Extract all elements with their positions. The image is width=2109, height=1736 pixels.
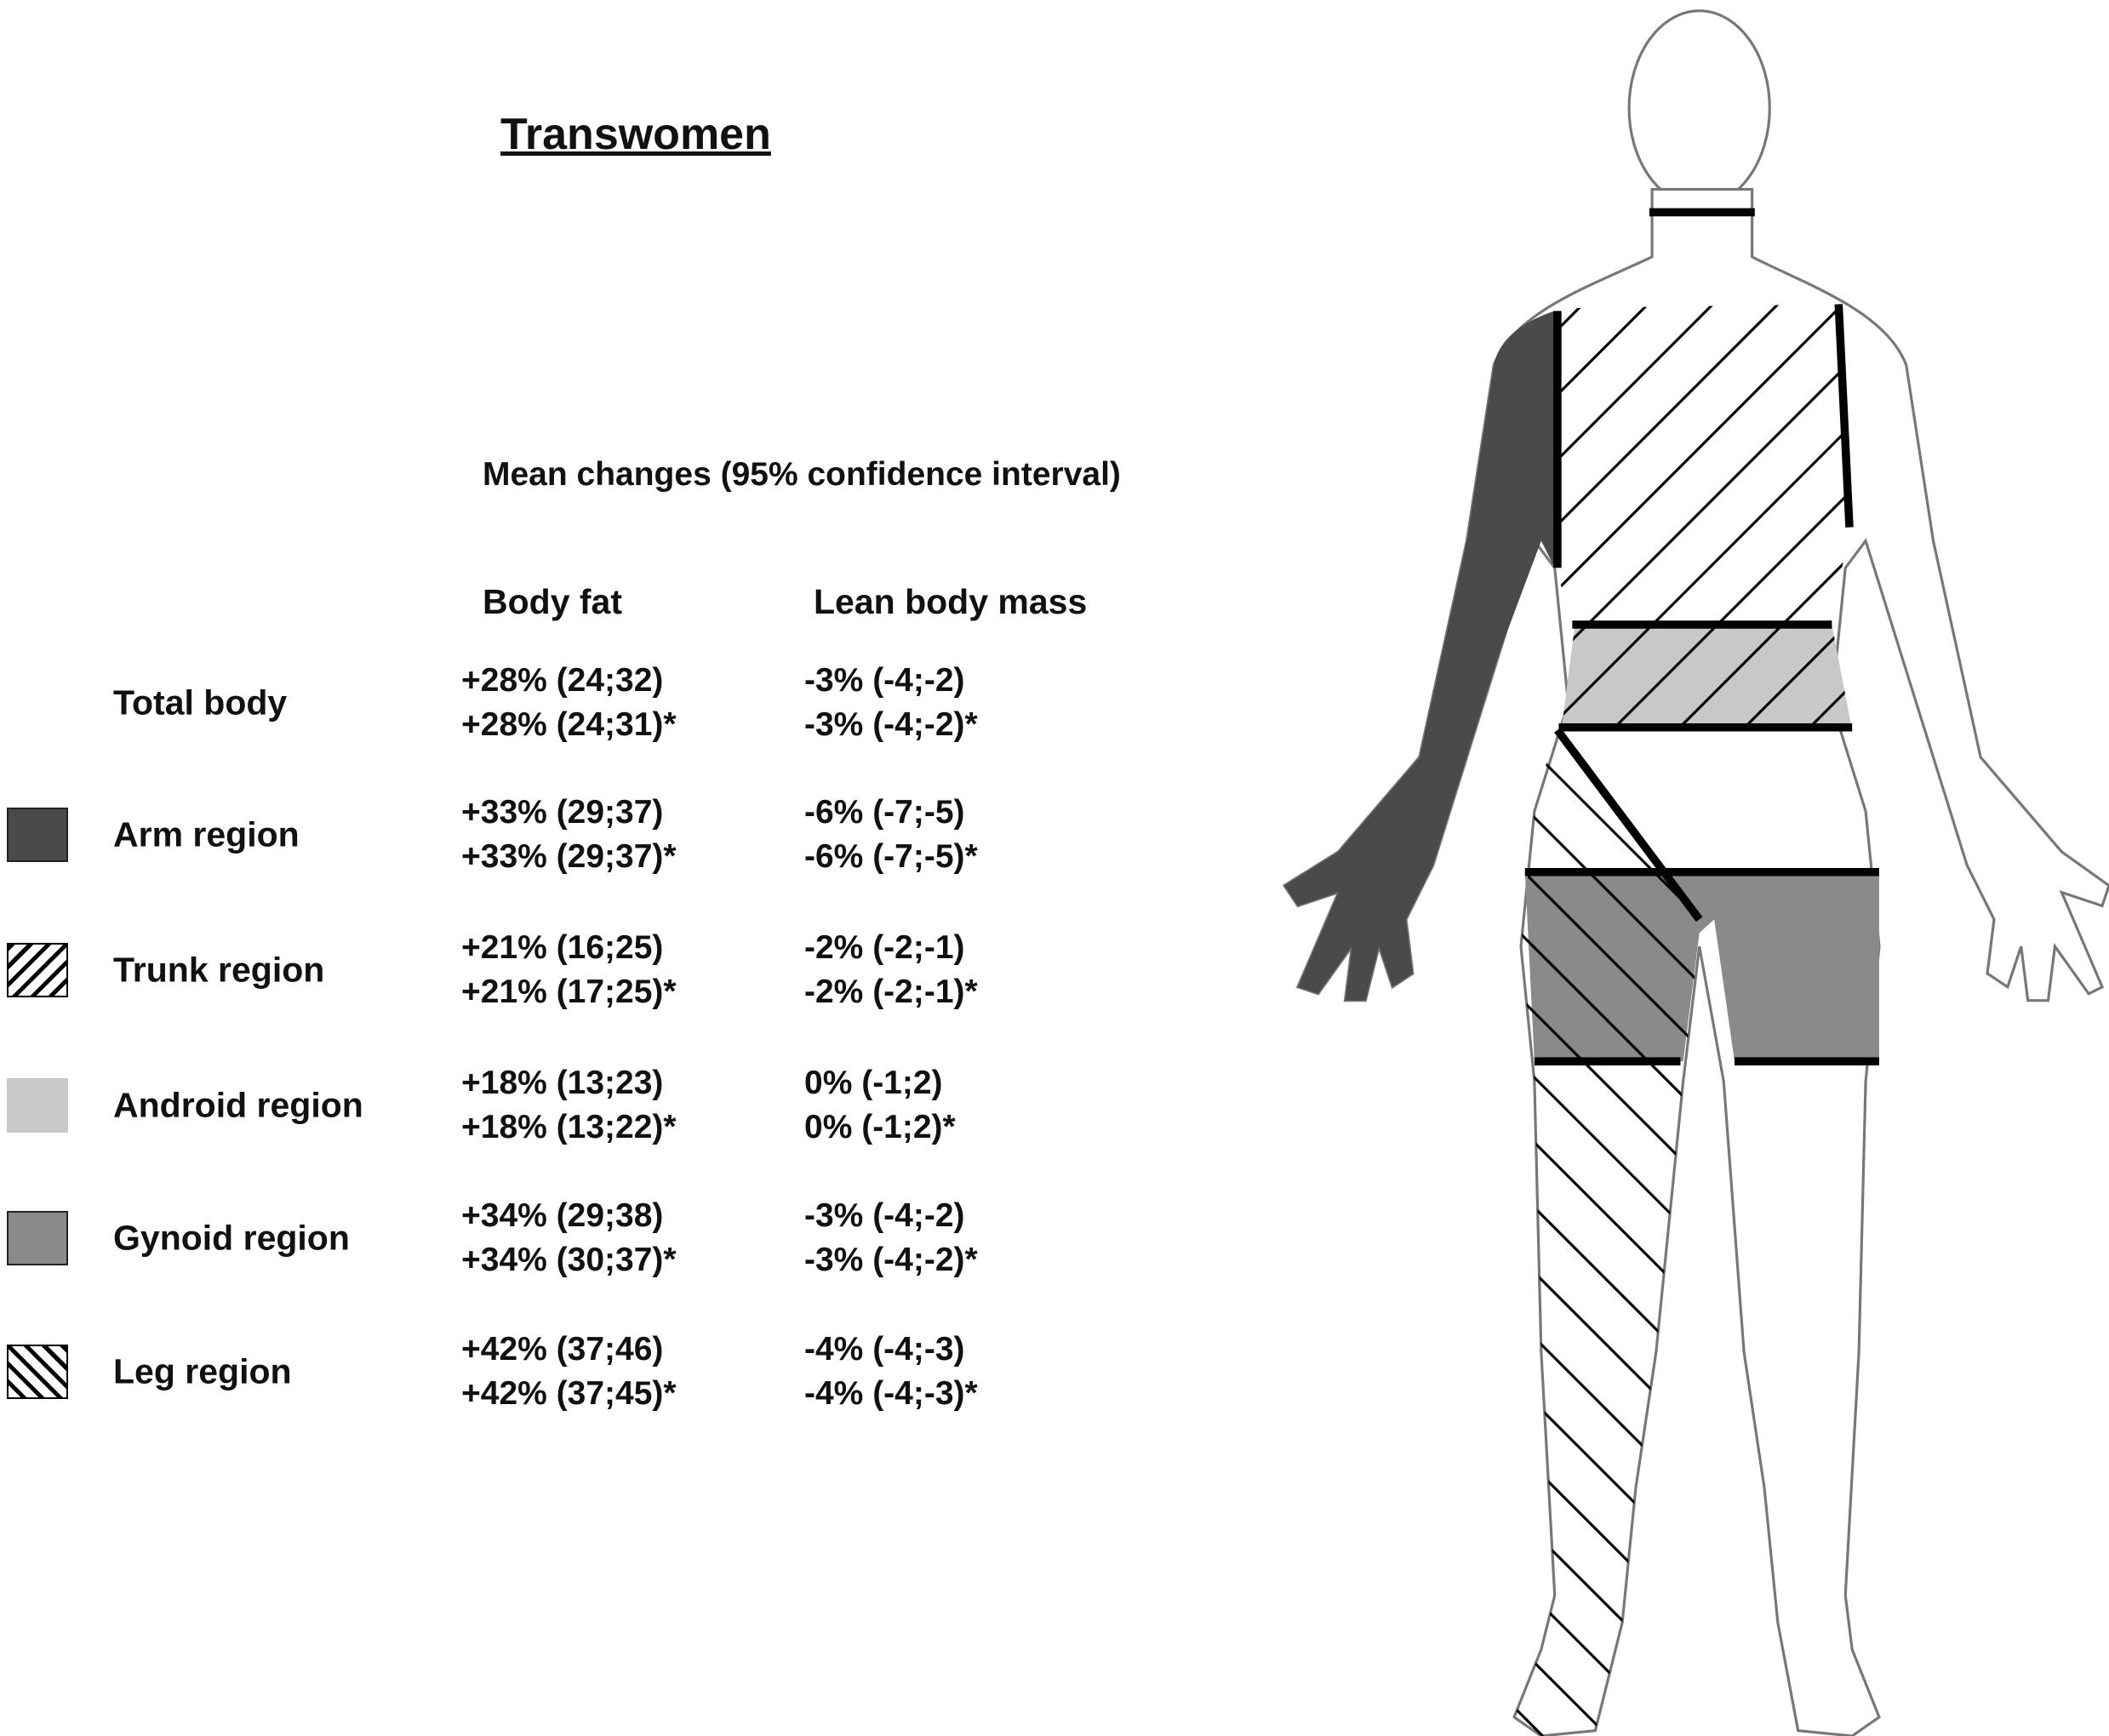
lean-mass-value: 0% (-1;2)	[804, 1065, 943, 1101]
figure-title: Transwomen	[500, 110, 771, 159]
legend-swatch-gynoid-region	[7, 1211, 68, 1265]
lean-mass-value: -6% (-7;-5)	[804, 794, 965, 831]
body-fat-values: +18% (13;23) +18% (13;22)*	[461, 1061, 677, 1150]
lean-mass-value: -2% (-2;-1)	[804, 929, 965, 966]
arm-region	[1284, 311, 1555, 1001]
row-label-total-body: Total body	[113, 682, 288, 722]
body-fat-values: +34% (29;38) +34% (30;37)*	[461, 1194, 677, 1282]
row-label-android-region: Android region	[113, 1085, 363, 1125]
lean-mass-value: -3% (-4;-2)	[804, 1197, 965, 1234]
subtitle: Mean changes (95% confidence interval)	[483, 456, 1121, 493]
lean-mass-value-adjusted: -4% (-4;-3)*	[804, 1375, 978, 1412]
body-fat-values: +42% (37;46) +42% (37;45)*	[461, 1328, 677, 1416]
body-fat-value-adjusted: +18% (13;22)*	[461, 1109, 677, 1145]
body-fat-value-adjusted: +42% (37;45)*	[461, 1375, 677, 1412]
body-fat-value: +34% (29;38)	[461, 1197, 664, 1234]
lean-mass-value-adjusted: -3% (-4;-2)*	[804, 706, 978, 743]
lean-mass-value-adjusted: 0% (-1;2)*	[804, 1109, 956, 1145]
lean-mass-value-adjusted: -6% (-7;-5)*	[804, 838, 978, 875]
lean-mass-value: -4% (-4;-3)	[804, 1331, 965, 1368]
row-label-gynoid-region: Gynoid region	[113, 1218, 350, 1258]
lean-mass-value-adjusted: -3% (-4;-2)*	[804, 1242, 978, 1278]
lean-mass-value: -3% (-4;-2)	[804, 662, 965, 699]
body-fat-values: +33% (29;37) +33% (29;37)*	[461, 791, 677, 879]
row-label-arm-region: Arm region	[113, 814, 300, 854]
body-fat-value: +42% (37;46)	[461, 1331, 664, 1368]
legend-swatch-trunk-region	[7, 943, 68, 997]
lean-mass-values: -3% (-4;-2) -3% (-4;-2)*	[804, 659, 978, 747]
body-fat-values: +21% (16;25) +21% (17;25)*	[461, 926, 677, 1014]
legend-swatch-android-region	[7, 1078, 68, 1133]
legend-swatch-arm-region	[7, 808, 68, 862]
row-label-leg-region: Leg region	[113, 1351, 292, 1391]
body-fat-value-adjusted: +34% (30;37)*	[461, 1242, 677, 1278]
row-label-trunk-region: Trunk region	[113, 950, 325, 990]
column-header-body-fat: Body fat	[483, 582, 622, 621]
lean-mass-values: 0% (-1;2) 0% (-1;2)*	[804, 1061, 956, 1150]
column-header-lean-mass: Lean body mass	[814, 582, 1088, 621]
body-fat-value: +18% (13;23)	[461, 1065, 664, 1101]
lean-mass-values: -3% (-4;-2) -3% (-4;-2)*	[804, 1194, 978, 1282]
lean-mass-values: -2% (-2;-1) -2% (-2;-1)*	[804, 926, 978, 1014]
trunk-region	[1554, 304, 1850, 625]
body-fat-value-adjusted: +28% (24;31)*	[461, 706, 677, 743]
lean-mass-values: -4% (-4;-3) -4% (-4;-3)*	[804, 1328, 978, 1416]
leg-region	[1514, 729, 1700, 1736]
android-hatch	[1561, 625, 1853, 730]
legend-swatch-leg-region	[7, 1345, 68, 1399]
body-fat-value: +33% (29;37)	[461, 794, 664, 831]
body-fat-value: +21% (16;25)	[461, 929, 664, 966]
body-fat-values: +28% (24;32) +28% (24;31)*	[461, 659, 677, 747]
lean-mass-value-adjusted: -2% (-2;-1)*	[804, 974, 978, 1010]
region-borders	[1524, 208, 1879, 1065]
lean-mass-values: -6% (-7;-5) -6% (-7;-5)*	[804, 791, 978, 879]
body-fat-value-adjusted: +33% (29;37)*	[461, 838, 677, 875]
body-fat-value: +28% (24;32)	[461, 662, 664, 699]
body-fat-value-adjusted: +21% (17;25)*	[461, 974, 677, 1010]
